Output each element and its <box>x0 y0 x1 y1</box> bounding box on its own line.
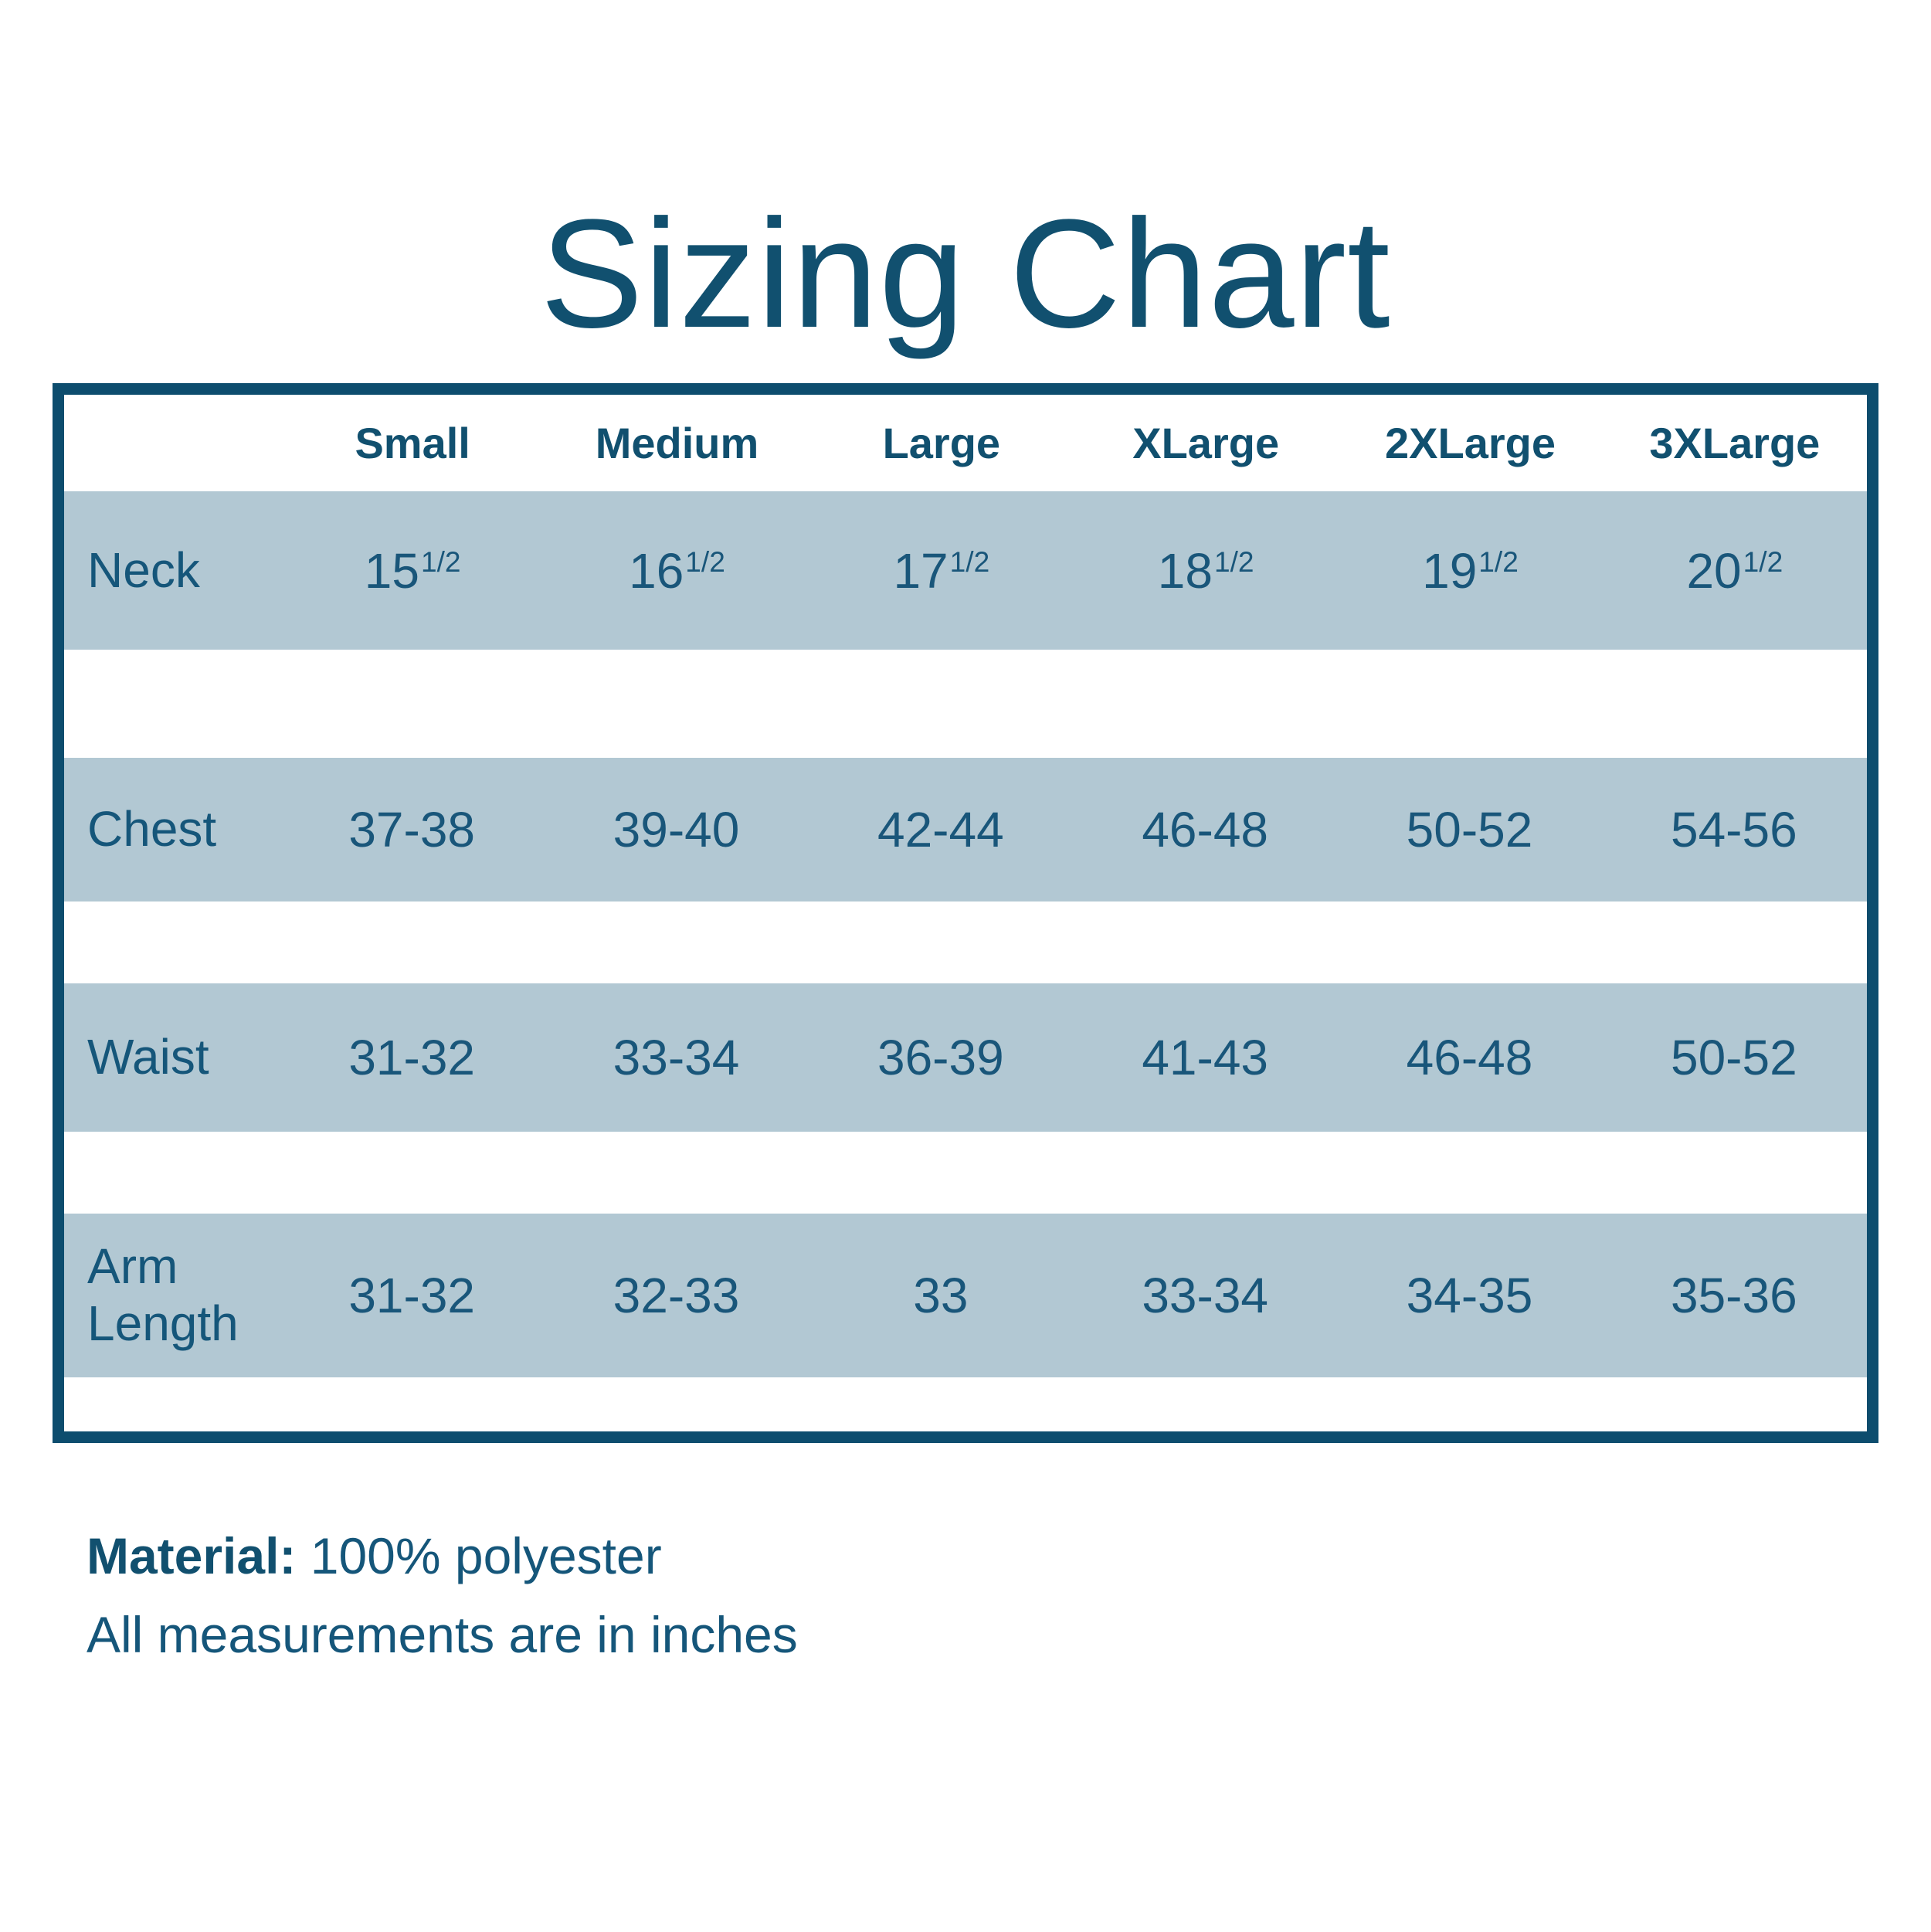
row-label-chest: Chest <box>87 801 217 857</box>
column-header-large: Large <box>882 419 1001 467</box>
page-title: Sizing Chart <box>540 188 1391 360</box>
row-spacer <box>64 1132 1867 1214</box>
column-header-xlarge: XLarge <box>1132 419 1280 467</box>
size-value-cell: 191/2 <box>1422 542 1519 599</box>
table-row-chest: Chest 37-38 39-40 42-44 46-48 50-52 54-5… <box>64 758 1867 901</box>
column-header-small: Small <box>355 419 470 467</box>
size-chart-table: Small Medium Large XLarge 2XLarge 3XLarg… <box>53 383 1878 1443</box>
column-header-2xlarge: 2XLarge <box>1384 419 1556 467</box>
size-value-cell: 46-48 <box>1142 802 1268 857</box>
table-header-row: Small Medium Large XLarge 2XLarge 3XLarg… <box>64 395 1867 491</box>
column-header-medium: Medium <box>595 419 759 467</box>
row-label-waist: Waist <box>87 1029 209 1085</box>
measurements-note: All measurements are in inches <box>87 1606 798 1664</box>
table-row-waist: Waist 31-32 33-34 36-39 41-43 46-48 50-5… <box>64 983 1867 1132</box>
size-value-cell: 31-32 <box>348 1268 475 1323</box>
size-value-cell: 36-39 <box>877 1030 1004 1085</box>
size-value-cell: 50-52 <box>1670 1030 1797 1085</box>
table-row-neck: Neck 151/2 161/2 171/2 181/2 191/2 201/2 <box>64 491 1867 650</box>
size-value-cell: 42-44 <box>877 802 1004 857</box>
size-value-cell: 37-38 <box>348 802 475 857</box>
size-value-cell: 33 <box>913 1268 969 1323</box>
size-value-cell: 201/2 <box>1686 542 1783 599</box>
material-note-value: 100% polyester <box>296 1527 662 1584</box>
size-value-cell: 34-35 <box>1406 1268 1533 1323</box>
size-value-cell: 35-36 <box>1670 1268 1797 1323</box>
size-value-cell: 161/2 <box>629 542 725 599</box>
size-value-cell: 181/2 <box>1157 542 1254 599</box>
row-spacer <box>64 901 1867 983</box>
size-value-cell: 41-43 <box>1142 1030 1268 1085</box>
size-value-cell: 171/2 <box>893 542 990 599</box>
size-value-cell: 151/2 <box>364 542 461 599</box>
size-value-cell: 54-56 <box>1670 802 1797 857</box>
material-note: Material: 100% polyester <box>87 1516 1931 1595</box>
row-label-arm-length: Arm Length <box>87 1238 239 1351</box>
table-row-arm-length: Arm Length 31-32 32-33 33 33-34 34-35 35… <box>64 1214 1867 1377</box>
row-spacer <box>64 1377 1867 1431</box>
footnotes: Material: 100% polyester All measurement… <box>87 1516 1931 1675</box>
size-value-cell: 33-34 <box>1142 1268 1268 1323</box>
column-header-3xlarge: 3XLarge <box>1649 419 1821 467</box>
material-note-label: Material: <box>87 1527 297 1584</box>
size-value-cell: 46-48 <box>1406 1030 1533 1085</box>
row-label-neck: Neck <box>87 542 200 598</box>
row-spacer <box>64 650 1867 758</box>
size-value-cell: 31-32 <box>348 1030 475 1085</box>
size-value-cell: 33-34 <box>613 1030 740 1085</box>
size-value-cell: 50-52 <box>1406 802 1533 857</box>
size-value-cell: 32-33 <box>613 1268 740 1323</box>
size-value-cell: 39-40 <box>613 802 740 857</box>
